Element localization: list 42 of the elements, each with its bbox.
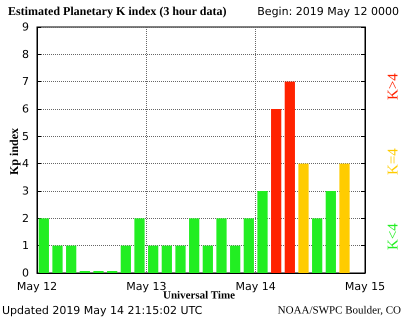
y-tick-label: 5: [22, 130, 29, 143]
y-tick-label: 6: [22, 102, 29, 116]
x-tick-label: May 14: [236, 280, 276, 293]
chart-subtitle: Begin: 2019 May 12 0000: [257, 5, 400, 18]
y-tick-label: 0: [22, 266, 29, 280]
chart-title: Estimated Planetary K index (3 hour data): [8, 4, 226, 18]
bar: [162, 246, 172, 273]
bar: [66, 246, 76, 273]
bar: [202, 246, 213, 273]
y-tick-label: 7: [22, 75, 29, 88]
bar: [148, 246, 158, 273]
bar: [134, 218, 145, 273]
y-tick-label: 8: [22, 48, 29, 61]
y-tick-label: 3: [22, 184, 29, 198]
bar: [52, 246, 63, 273]
bar: [120, 246, 131, 273]
y-tick-label: 2: [22, 212, 29, 225]
text: K<4: [386, 222, 402, 250]
y-tick-label: 9: [22, 20, 29, 34]
y-tick-label: 4: [22, 157, 29, 170]
bar: [216, 218, 227, 273]
bar: [189, 218, 200, 273]
bar: [339, 164, 350, 273]
bar: [244, 218, 254, 273]
y-axis-title: Kp index: [7, 128, 21, 175]
bar: [271, 109, 282, 273]
bar: [175, 246, 186, 273]
bar: [257, 191, 268, 273]
x-tick-label: May 15: [344, 280, 386, 293]
text: NOAA/SWPC Boulder, CO: [278, 304, 402, 316]
bar: [312, 218, 322, 273]
x-tick-label: May 12: [16, 280, 58, 293]
text: Updated 2019 May 14 21:15:02 UTC: [2, 304, 203, 317]
text: K>4: [386, 72, 402, 100]
bar: [284, 82, 295, 273]
y-tick-label: 1: [22, 239, 29, 252]
bar: [38, 218, 49, 273]
bar: [326, 191, 336, 273]
bar: [230, 246, 240, 273]
x-axis-title: Universal Time: [163, 290, 236, 302]
text: K=4: [386, 148, 402, 175]
bar: [298, 164, 309, 273]
